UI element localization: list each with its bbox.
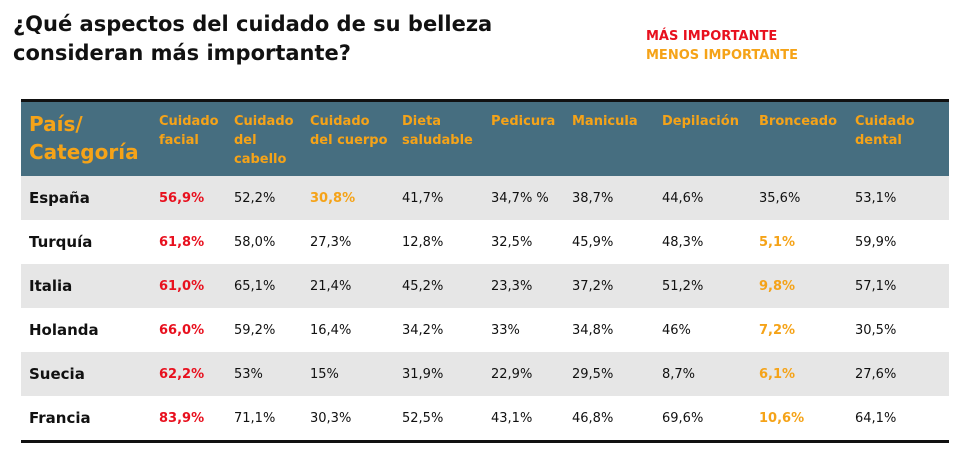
value-cell: 43,1% (491, 410, 533, 426)
value-cell: 53,1% (855, 190, 897, 206)
beauty-care-table: País/ Categoría Cuidado facial Cuidado d… (21, 99, 949, 443)
value-cell: 21,4% (310, 278, 352, 294)
value-cell: 33% (491, 322, 520, 338)
value-cell: 52,5% (402, 410, 444, 426)
table-row: Italia 61,0% 65,1% 21,4% 45,2% 23,3% 37,… (21, 264, 949, 308)
country-cell: Holanda (29, 321, 99, 339)
value-cell: 22,9% (491, 366, 533, 382)
value-cell: 6,1% (759, 366, 796, 382)
value-cell: 66,0% (159, 322, 205, 338)
value-cell: 31,9% (402, 366, 444, 382)
importance-legend: MÁS IMPORTANTE MENOS IMPORTANTE (646, 27, 798, 65)
header-country-category: País/ Categoría (29, 112, 139, 164)
value-cell: 34,7% % (491, 190, 549, 206)
value-cell: 83,9% (159, 410, 205, 426)
value-cell: 7,2% (759, 322, 796, 338)
header-facial-care: Cuidado facial (159, 114, 219, 148)
value-cell: 45,2% (402, 278, 444, 294)
value-cell: 15% (310, 366, 339, 382)
header-body-care: Cuidado del cuerpo (310, 114, 388, 148)
value-cell: 56,9% (159, 190, 205, 206)
value-cell: 52,2% (234, 190, 276, 206)
value-cell: 27,6% (855, 366, 897, 382)
value-cell: 38,7% (572, 190, 614, 206)
value-cell: 9,8% (759, 278, 796, 294)
value-cell: 34,2% (402, 322, 444, 338)
value-cell: 46% (662, 322, 691, 338)
page-title: ¿Qué aspectos del cuidado de su belleza … (13, 12, 493, 65)
value-cell: 61,8% (159, 234, 205, 250)
value-cell: 37,2% (572, 278, 614, 294)
table-row: Suecia 62,2% 53% 15% 31,9% 22,9% 29,5% 8… (21, 352, 949, 396)
value-cell: 35,6% (759, 190, 801, 206)
table-bottom-rule (21, 440, 949, 443)
value-cell: 5,1% (759, 234, 796, 250)
value-cell: 8,7% (662, 366, 696, 382)
value-cell: 46,8% (572, 410, 614, 426)
value-cell: 61,0% (159, 278, 205, 294)
table-top-rule (21, 99, 949, 102)
header-dental-care: Cuidado dental (855, 114, 915, 148)
country-cell: Francia (29, 409, 91, 427)
value-cell: 71,1% (234, 410, 276, 426)
value-cell: 48,3% (662, 234, 704, 250)
value-cell: 34,8% (572, 322, 614, 338)
header-hair-removal: Depilación (662, 114, 739, 129)
value-cell: 59,9% (855, 234, 897, 250)
table-header-row: País/ Categoría Cuidado facial Cuidado d… (21, 102, 949, 176)
value-cell: 12,8% (402, 234, 444, 250)
value-cell: 41,7% (402, 190, 444, 206)
value-cell: 65,1% (234, 278, 276, 294)
header-tanning: Bronceado (759, 114, 838, 129)
value-cell: 64,1% (855, 410, 897, 426)
value-cell: 62,2% (159, 366, 205, 382)
legend-least-important: MENOS IMPORTANTE (646, 48, 798, 63)
value-cell: 45,9% (572, 234, 614, 250)
value-cell: 58,0% (234, 234, 276, 250)
table-row: Holanda 66,0% 59,2% 16,4% 34,2% 33% 34,8… (21, 308, 949, 352)
value-cell: 44,6% (662, 190, 704, 206)
header-hair-care: Cuidado del cabello (234, 114, 294, 167)
country-cell: Italia (29, 277, 73, 295)
value-cell: 29,5% (572, 366, 614, 382)
value-cell: 16,4% (310, 322, 352, 338)
header-pedicure: Pedicura (491, 114, 556, 129)
country-cell: Turquía (29, 233, 93, 251)
value-cell: 53% (234, 366, 263, 382)
header-manicure: Manicula (572, 114, 638, 129)
legend-most-important: MÁS IMPORTANTE (646, 29, 778, 44)
value-cell: 30,5% (855, 322, 897, 338)
table-row: Francia 83,9% 71,1% 30,3% 52,5% 43,1% 46… (21, 396, 949, 440)
value-cell: 30,3% (310, 410, 352, 426)
country-cell: Suecia (29, 365, 85, 383)
table-row: España 56,9% 52,2% 30,8% 41,7% 34,7% % 3… (21, 176, 949, 220)
value-cell: 69,6% (662, 410, 704, 426)
value-cell: 10,6% (759, 410, 805, 426)
value-cell: 51,2% (662, 278, 704, 294)
value-cell: 57,1% (855, 278, 897, 294)
value-cell: 30,8% (310, 190, 356, 206)
header-healthy-diet: Dieta saludable (402, 114, 473, 148)
value-cell: 59,2% (234, 322, 276, 338)
table-row: Turquía 61,8% 58,0% 27,3% 12,8% 32,5% 45… (21, 220, 949, 264)
country-cell: España (29, 189, 90, 207)
value-cell: 32,5% (491, 234, 533, 250)
value-cell: 23,3% (491, 278, 533, 294)
value-cell: 27,3% (310, 234, 352, 250)
